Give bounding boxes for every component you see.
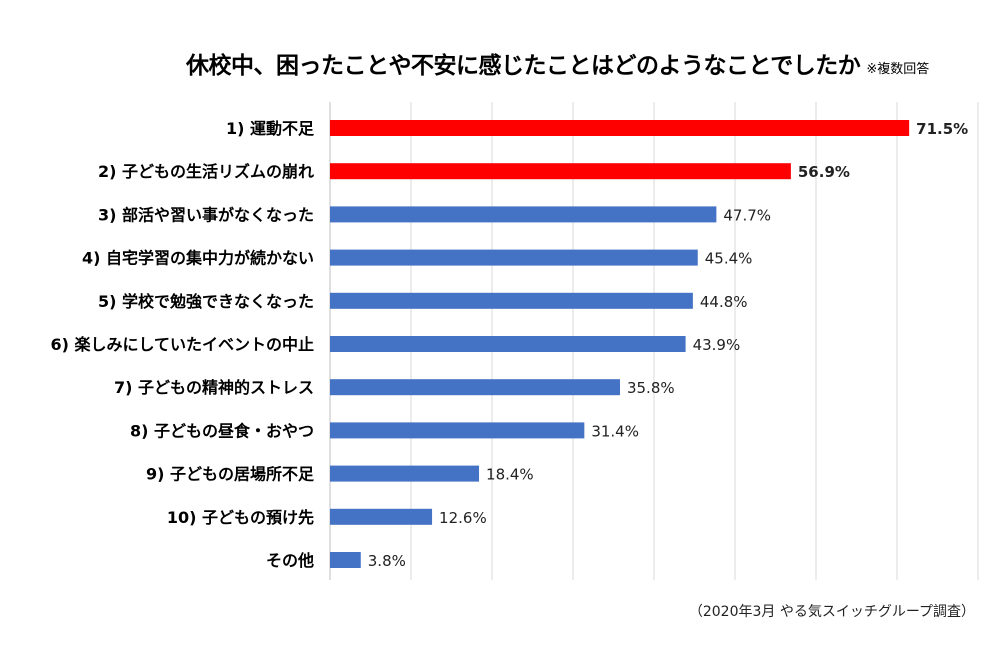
category-label: 7) 子どもの精神的ストレス <box>114 378 314 397</box>
category-label: 5) 学校で勉強できなくなった <box>98 292 314 311</box>
bar <box>330 120 910 136</box>
data-label: 71.5% <box>916 120 968 138</box>
category-label: 8) 子どもの昼食・おやつ <box>130 421 314 440</box>
bar <box>330 206 717 223</box>
data-label: 12.6% <box>439 509 487 527</box>
data-label: 35.8% <box>627 379 675 397</box>
category-label: 10) 子どもの預け先 <box>167 508 314 527</box>
bar <box>330 552 361 568</box>
bar <box>330 292 693 309</box>
title-text: 休校中、困ったことや不安に感じたことはどのようなことでしたか <box>186 53 861 79</box>
category-label: 2) 子どもの生活リズムの崩れ <box>98 162 314 181</box>
chart-title: 休校中、困ったことや不安に感じたことはどのようなことでしたか ※複数回答 <box>186 46 929 80</box>
bar <box>330 465 480 482</box>
bar <box>330 336 686 352</box>
bar <box>330 508 433 525</box>
data-label: 45.4% <box>705 250 753 268</box>
bar <box>330 379 620 396</box>
source-note: （2020年3月 やる気スイッチグループ調査） <box>688 604 975 620</box>
data-label: 56.9% <box>798 163 850 181</box>
data-label: 47.7% <box>723 206 771 224</box>
bar <box>330 249 698 266</box>
data-label: 44.8% <box>700 293 748 311</box>
category-label: その他 <box>266 551 314 570</box>
category-label: 9) 子どもの居場所不足 <box>146 465 315 484</box>
category-label: 6) 楽しみにしていたイベントの中止 <box>50 335 314 354</box>
data-label: 43.9% <box>693 336 741 354</box>
bar <box>330 163 791 180</box>
category-label: 3) 部活や習い事がなくなった <box>98 205 314 224</box>
data-label: 3.8% <box>368 552 406 570</box>
category-label: 1) 運動不足 <box>226 119 315 138</box>
bar <box>330 422 585 439</box>
category-label: 4) 自宅学習の集中力が続かない <box>82 249 314 268</box>
data-label: 31.4% <box>591 422 639 440</box>
data-label: 18.4% <box>486 466 534 484</box>
chart-subtitle: ※複数回答 <box>866 62 930 77</box>
